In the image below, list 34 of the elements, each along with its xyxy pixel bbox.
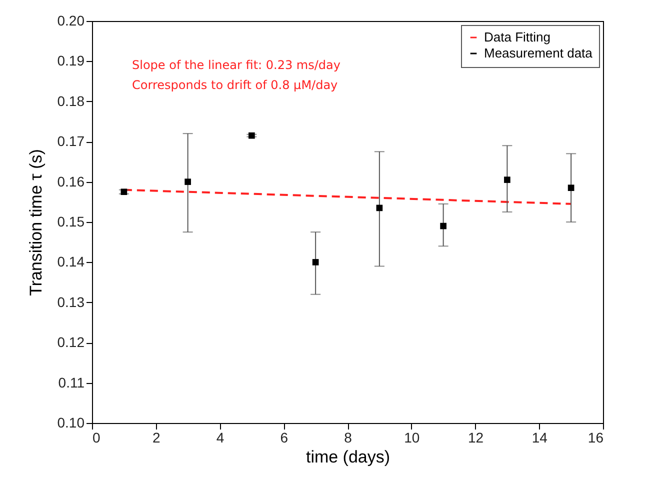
point <box>376 204 383 212</box>
y-tick-label: 0.20 <box>57 12 85 28</box>
x-tick-label: 2 <box>152 430 160 446</box>
y-tick-label: 0.14 <box>57 254 85 270</box>
y-tick-label: 0.11 <box>58 374 85 390</box>
point <box>312 259 319 266</box>
x-tick-label: 0 <box>92 430 100 446</box>
y-tick-label: 0.19 <box>57 52 85 69</box>
point <box>504 176 510 183</box>
point <box>248 132 255 139</box>
point <box>568 184 574 191</box>
x-tick-label: 14 <box>532 430 548 446</box>
y-tick-label: 0.12 <box>57 334 85 350</box>
y-tick-label: 0.16 <box>57 173 85 190</box>
y-tick-label: 0.15 <box>57 214 85 230</box>
y-axis-title: Transition time τ (s) <box>26 149 46 296</box>
legend-label: Measurement data <box>484 46 594 60</box>
annotation: Slope of the linear fit: 0.23 ms/day <box>132 58 340 72</box>
x-tick-label: 8 <box>344 430 352 446</box>
x-tick-label: 16 <box>588 430 604 446</box>
point <box>120 188 128 196</box>
x-tick-label: 4 <box>216 430 224 446</box>
legend-label: Data Fitting <box>484 30 550 44</box>
y-tick-label: 0.18 <box>57 92 85 109</box>
x-tick-label: 12 <box>468 430 484 446</box>
annotation: Corresponds to drift of 0.8 µM/day <box>132 78 338 92</box>
x-tick-label: 6 <box>280 430 288 446</box>
y-tick-label: 0.13 <box>57 294 85 310</box>
point <box>440 222 446 230</box>
x-tick-label: 10 <box>404 430 420 446</box>
point <box>184 178 191 185</box>
y-tick-label: 0.10 <box>57 414 85 430</box>
y-tick-label: 0.17 <box>57 133 85 150</box>
x-axis-title: time (days) <box>306 448 390 466</box>
